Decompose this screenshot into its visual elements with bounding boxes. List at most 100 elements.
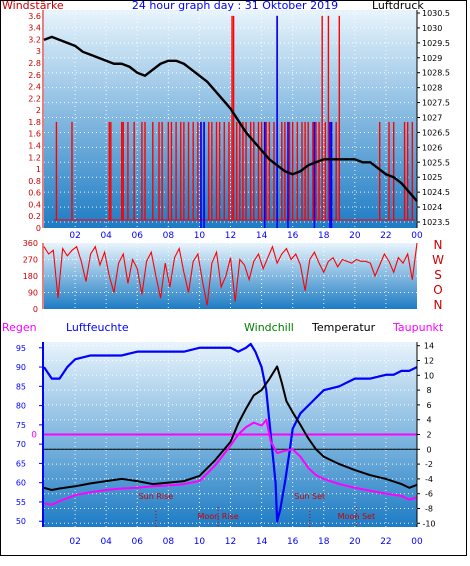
- wind-speed-axis-ticks: 0 0.2 0.4 0.6 0.8 1 1.2 1.4 1.6 1.8 2 2.2 2.4 2.6 2.8 3…: [28, 10, 44, 233]
- compass-label-1: W: [432, 253, 444, 267]
- temperature-tick-1: -8: [425, 505, 433, 514]
- x-tick-wind-pressure-7: 16: [287, 231, 299, 241]
- x-tick-wind-pressure-0: 02: [69, 231, 80, 241]
- wind-speed-tick-14: 2.8: [28, 59, 41, 68]
- pressure-tick-6: 1026.5: [422, 128, 450, 137]
- temperature-tick-3: -4: [425, 475, 433, 484]
- legend-temperature: Temperatur: [311, 321, 376, 334]
- pressure-tick-9: 1028: [422, 84, 442, 93]
- pressure-tick-2: 1024.5: [422, 188, 450, 197]
- wind-speed-tick-8: 1.6: [28, 130, 41, 139]
- temperature-tick-4: -2: [425, 460, 433, 469]
- wind-speed-tick-3: 0.6: [28, 189, 41, 198]
- pressure-tick-14: 1030.5: [422, 9, 450, 18]
- wind-speed-tick-5: 1: [36, 165, 41, 174]
- temperature-tick-8: 6: [426, 401, 431, 410]
- x-tick-wind-pressure-6: 14: [256, 231, 268, 241]
- wind-direction-tick-1: 90: [28, 289, 38, 298]
- temperature-tick-10: 10: [424, 371, 434, 380]
- wind-speed-tick-13: 2.6: [28, 71, 41, 80]
- wind-speed-tick-6: 1.2: [28, 153, 41, 162]
- wind-speed-tick-0: 0: [36, 224, 41, 233]
- x-axis-ticks-humidity-temperature: 02 04 06 08 10 12 14 16 18 20 22 00: [69, 537, 423, 547]
- humidity-tick-6: 80: [16, 402, 26, 411]
- temperature-tick-2: -6: [425, 490, 433, 499]
- humidity-tick-1: 55: [16, 498, 26, 507]
- x-tick-humidity-temperature-5: 12: [225, 537, 236, 547]
- wind-speed-tick-17: 3.4: [28, 24, 41, 33]
- wind-speed-tick-10: 2: [36, 106, 41, 115]
- wind-speed-tick-12: 2.4: [28, 83, 41, 92]
- pressure-tick-1: 1024: [422, 203, 442, 212]
- legend-windchill: Windchill: [244, 321, 294, 334]
- humidity-tick-5: 75: [16, 421, 26, 430]
- x-tick-wind-pressure-2: 06: [132, 231, 144, 241]
- pressure-tick-7: 1027: [422, 114, 442, 123]
- temperature-polyline: [43, 365, 418, 491]
- humidity-tick-7: 85: [16, 382, 26, 391]
- panel-wind-pressure: 0 0.2 0.4 0.6 0.8 1 1.2 1.4 1.6 1.8 2 2.2 2.4 2.6 2.8 3…: [2, 0, 450, 241]
- temperature-tick-0: -10: [422, 519, 435, 528]
- pressure-tick-5: 1026: [422, 143, 442, 152]
- compass-label-0: N: [434, 238, 443, 252]
- x-tick-wind-pressure-3: 08: [163, 231, 175, 241]
- x-tick-wind-pressure-5: 12: [225, 231, 236, 241]
- wind-direction-polyline: [43, 242, 418, 306]
- x-axis-ticks-wind-pressure: 02 04 06 08 10 12 14 16 18 20 22 00: [69, 231, 423, 241]
- pressure-axis-label: Luftdruck: [372, 0, 424, 12]
- temperature-tick-12: 14: [424, 342, 434, 351]
- pressure-tick-11: 1029: [422, 54, 442, 63]
- x-tick-humidity-temperature-0: 02: [69, 537, 80, 547]
- wind-speed-tick-1: 0.2: [28, 212, 41, 221]
- humidity-tick-9: 95: [16, 344, 26, 353]
- legend-dewpoint: Taupunkt: [392, 321, 444, 334]
- humidity-temperature-lines: 0: [31, 342, 418, 523]
- x-tick-humidity-temperature-1: 04: [100, 537, 112, 547]
- wind-speed-tick-7: 1.4: [28, 142, 41, 151]
- wind-direction-tick-3: 270: [23, 256, 38, 265]
- wind-direction-line: [43, 242, 418, 306]
- x-tick-humidity-temperature-7: 16: [287, 537, 299, 547]
- pressure-axis-ticks: 1023.5 1024 1024.5 1025 1025.5 1026 1026.5 1027…: [416, 9, 450, 228]
- pressure-tick-10: 1028.5: [422, 69, 450, 78]
- wind-direction-axis-ticks: 0 90 180 270 360: [23, 239, 44, 314]
- temperature-tick-5: 0: [426, 445, 431, 454]
- x-tick-wind-pressure-8: 18: [318, 231, 330, 241]
- pressure-tick-3: 1025: [422, 173, 442, 182]
- wind-direction-tick-0: 0: [33, 305, 38, 314]
- humidity-axis-ticks: 50 55 60 65 70 75 80 85 90 95: [16, 342, 44, 527]
- compass-label-4: N: [434, 298, 443, 312]
- x-tick-humidity-temperature-2: 06: [132, 537, 144, 547]
- compass-label-2: S: [434, 268, 442, 282]
- rain-axis-label: Regen: [2, 321, 37, 334]
- pressure-tick-8: 1027.5: [422, 99, 450, 108]
- temperature-axis-ticks: -10 -8 -6 -4 -2 0 2 4 6 8 10 12 14: [416, 342, 436, 528]
- pressure-polyline: [43, 35, 418, 202]
- x-tick-humidity-temperature-8: 18: [318, 537, 330, 547]
- temperature-tick-7: 4: [426, 416, 431, 425]
- grid-wind-direction: [44, 243, 417, 309]
- wind-speed-tick-2: 0.4: [28, 200, 41, 209]
- outer-frame: [0, 0, 467, 556]
- dewpoint-polyline: [43, 418, 418, 506]
- temperature-tick-6: 2: [426, 431, 431, 440]
- wind-speed-tick-9: 1.8: [28, 118, 41, 127]
- wind-direction-tick-4: 360: [23, 239, 38, 248]
- wind-gust-bars: [200, 15, 333, 228]
- pressure-tick-12: 1029.5: [422, 39, 450, 48]
- x-tick-wind-pressure-11: 00: [411, 231, 423, 241]
- temperature-tick-9: 8: [426, 386, 431, 395]
- legend-humidity: Luftfeuchte: [66, 321, 129, 334]
- annotation-2: Sun Set: [294, 492, 325, 501]
- pressure-tick-4: 1025.5: [422, 158, 450, 167]
- x-tick-wind-pressure-1: 04: [100, 231, 112, 241]
- x-tick-humidity-temperature-11: 00: [411, 537, 423, 547]
- x-tick-humidity-temperature-10: 22: [380, 537, 391, 547]
- x-tick-wind-pressure-4: 10: [194, 231, 206, 241]
- wind-speed-tick-11: 2.2: [28, 94, 41, 103]
